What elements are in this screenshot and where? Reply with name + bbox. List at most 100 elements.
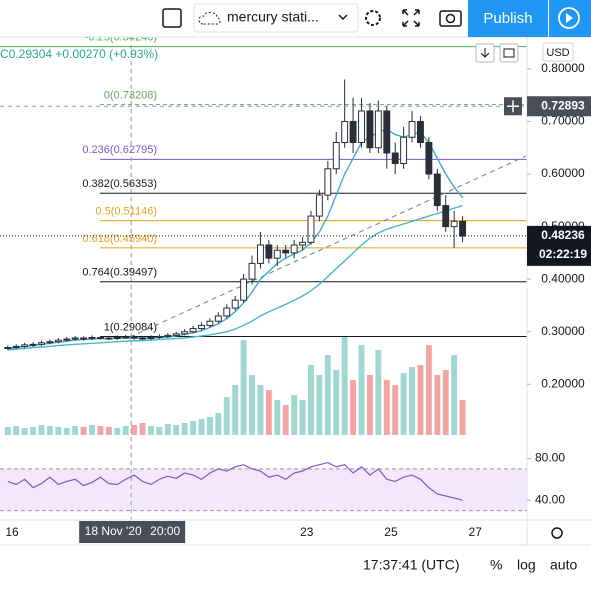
candle-body	[113, 337, 121, 340]
volume-bar	[97, 426, 104, 435]
candle-body	[155, 335, 163, 339]
volume-bar	[164, 424, 171, 435]
candle-body	[459, 220, 467, 237]
volume-bar	[299, 400, 306, 435]
y-tick-label: 0.20000	[541, 376, 585, 390]
crosshair-time-box	[79, 521, 186, 543]
x-tick-label: 16	[5, 525, 19, 539]
snapshot-icon[interactable]	[439, 10, 462, 27]
volume-bar	[206, 417, 213, 435]
volume-bar	[173, 425, 180, 435]
volume-bar	[249, 375, 255, 435]
volume-bar	[223, 397, 230, 435]
volume-bar	[425, 345, 432, 435]
candle-body	[231, 299, 239, 309]
fib-label: 0.236(0.62795)	[82, 144, 157, 156]
rsi-line	[7, 461, 463, 501]
volume-bar	[198, 419, 205, 435]
axis-settings-icon[interactable]	[551, 527, 563, 539]
candle-body	[282, 249, 290, 254]
volume-bar	[148, 426, 154, 435]
x-tick-label: 23	[300, 525, 314, 539]
volume-bar	[80, 427, 87, 435]
volume-bar	[30, 427, 37, 435]
y-tick-label: 0.40000	[541, 271, 585, 285]
volume-bar	[156, 427, 163, 435]
volume-bar	[341, 337, 348, 435]
select-icon[interactable]	[162, 8, 182, 28]
fib-label: 0.618(0.45940)	[82, 233, 157, 245]
utc-time[interactable]: 17:37:41 (UTC)	[363, 557, 459, 573]
currency: USD	[546, 47, 569, 59]
candle-body	[181, 331, 189, 335]
volume-bar	[240, 340, 247, 435]
play-circle	[558, 7, 580, 29]
maximize-button[interactable]	[499, 43, 519, 63]
plus-icon	[507, 100, 519, 113]
last-price-box	[527, 225, 591, 266]
candle-body	[54, 339, 62, 343]
volume-bar	[400, 373, 407, 435]
rsi-tick-label: 80.00	[535, 451, 565, 465]
percent-toggle[interactable]: %	[490, 557, 502, 573]
crosshair-date-label: 18 Nov '20	[85, 524, 142, 538]
candle-body	[139, 337, 146, 340]
publish-button[interactable]	[468, 0, 548, 37]
fullscreen-icon[interactable]	[402, 9, 420, 27]
candle-body	[349, 120, 357, 143]
crosshair-price-box	[527, 96, 591, 117]
candle-body	[38, 342, 45, 345]
volume-bar	[215, 413, 222, 435]
candle-body	[273, 249, 281, 259]
volume-bar	[358, 345, 365, 435]
candle-body	[256, 244, 264, 264]
crosshair-price-label: 0.72893	[541, 98, 585, 112]
candle-body	[189, 328, 197, 333]
candle-body	[248, 262, 256, 280]
volume-bar	[38, 425, 45, 435]
candle-body	[290, 244, 298, 254]
candle-body	[63, 338, 71, 341]
candle-body	[71, 337, 79, 340]
volume-bar	[308, 365, 314, 435]
auto-toggle[interactable]: auto	[550, 557, 577, 573]
layout-dropdown[interactable]	[193, 3, 359, 33]
candle-body	[214, 315, 222, 322]
fib-label: 0.764(0.39497)	[82, 267, 157, 279]
log-toggle[interactable]: log	[517, 557, 536, 573]
candle-body	[324, 168, 332, 196]
volume-bar	[291, 395, 298, 435]
candle-body	[4, 346, 12, 350]
lens	[445, 13, 456, 24]
candle-body	[29, 343, 37, 346]
volume-bar	[181, 423, 188, 435]
countdown: 02:22:19	[539, 247, 587, 261]
volume-bar	[324, 355, 331, 435]
settings-icon[interactable]	[365, 10, 381, 26]
candle-body	[88, 337, 96, 340]
arrow-icon	[480, 48, 490, 58]
volume-bar	[55, 427, 62, 435]
candle-body	[315, 194, 323, 217]
candle-body	[105, 337, 113, 340]
volume-bar	[46, 426, 53, 435]
plot: -0.25(0.84240)0(0.73208)0.236(0.62795)0.…	[0, 32, 527, 520]
candle-body	[332, 141, 340, 170]
volume-bar	[434, 375, 441, 435]
fib-label: 1(0.29084)	[104, 321, 157, 333]
volume-bar	[409, 367, 415, 435]
volume-bar	[451, 355, 458, 435]
volume-bar	[316, 375, 323, 435]
last-price-label: 0.48236	[541, 228, 585, 242]
candle-body	[206, 320, 214, 326]
candle-body	[240, 278, 248, 301]
currency-box	[542, 42, 574, 62]
volume-bar	[257, 385, 264, 435]
candle-body	[96, 337, 104, 340]
candle-body	[299, 241, 307, 246]
candle-body	[265, 244, 273, 259]
y-tick-label: 0.70000	[541, 114, 585, 128]
candle-body	[358, 110, 365, 143]
candle-body	[341, 120, 349, 143]
